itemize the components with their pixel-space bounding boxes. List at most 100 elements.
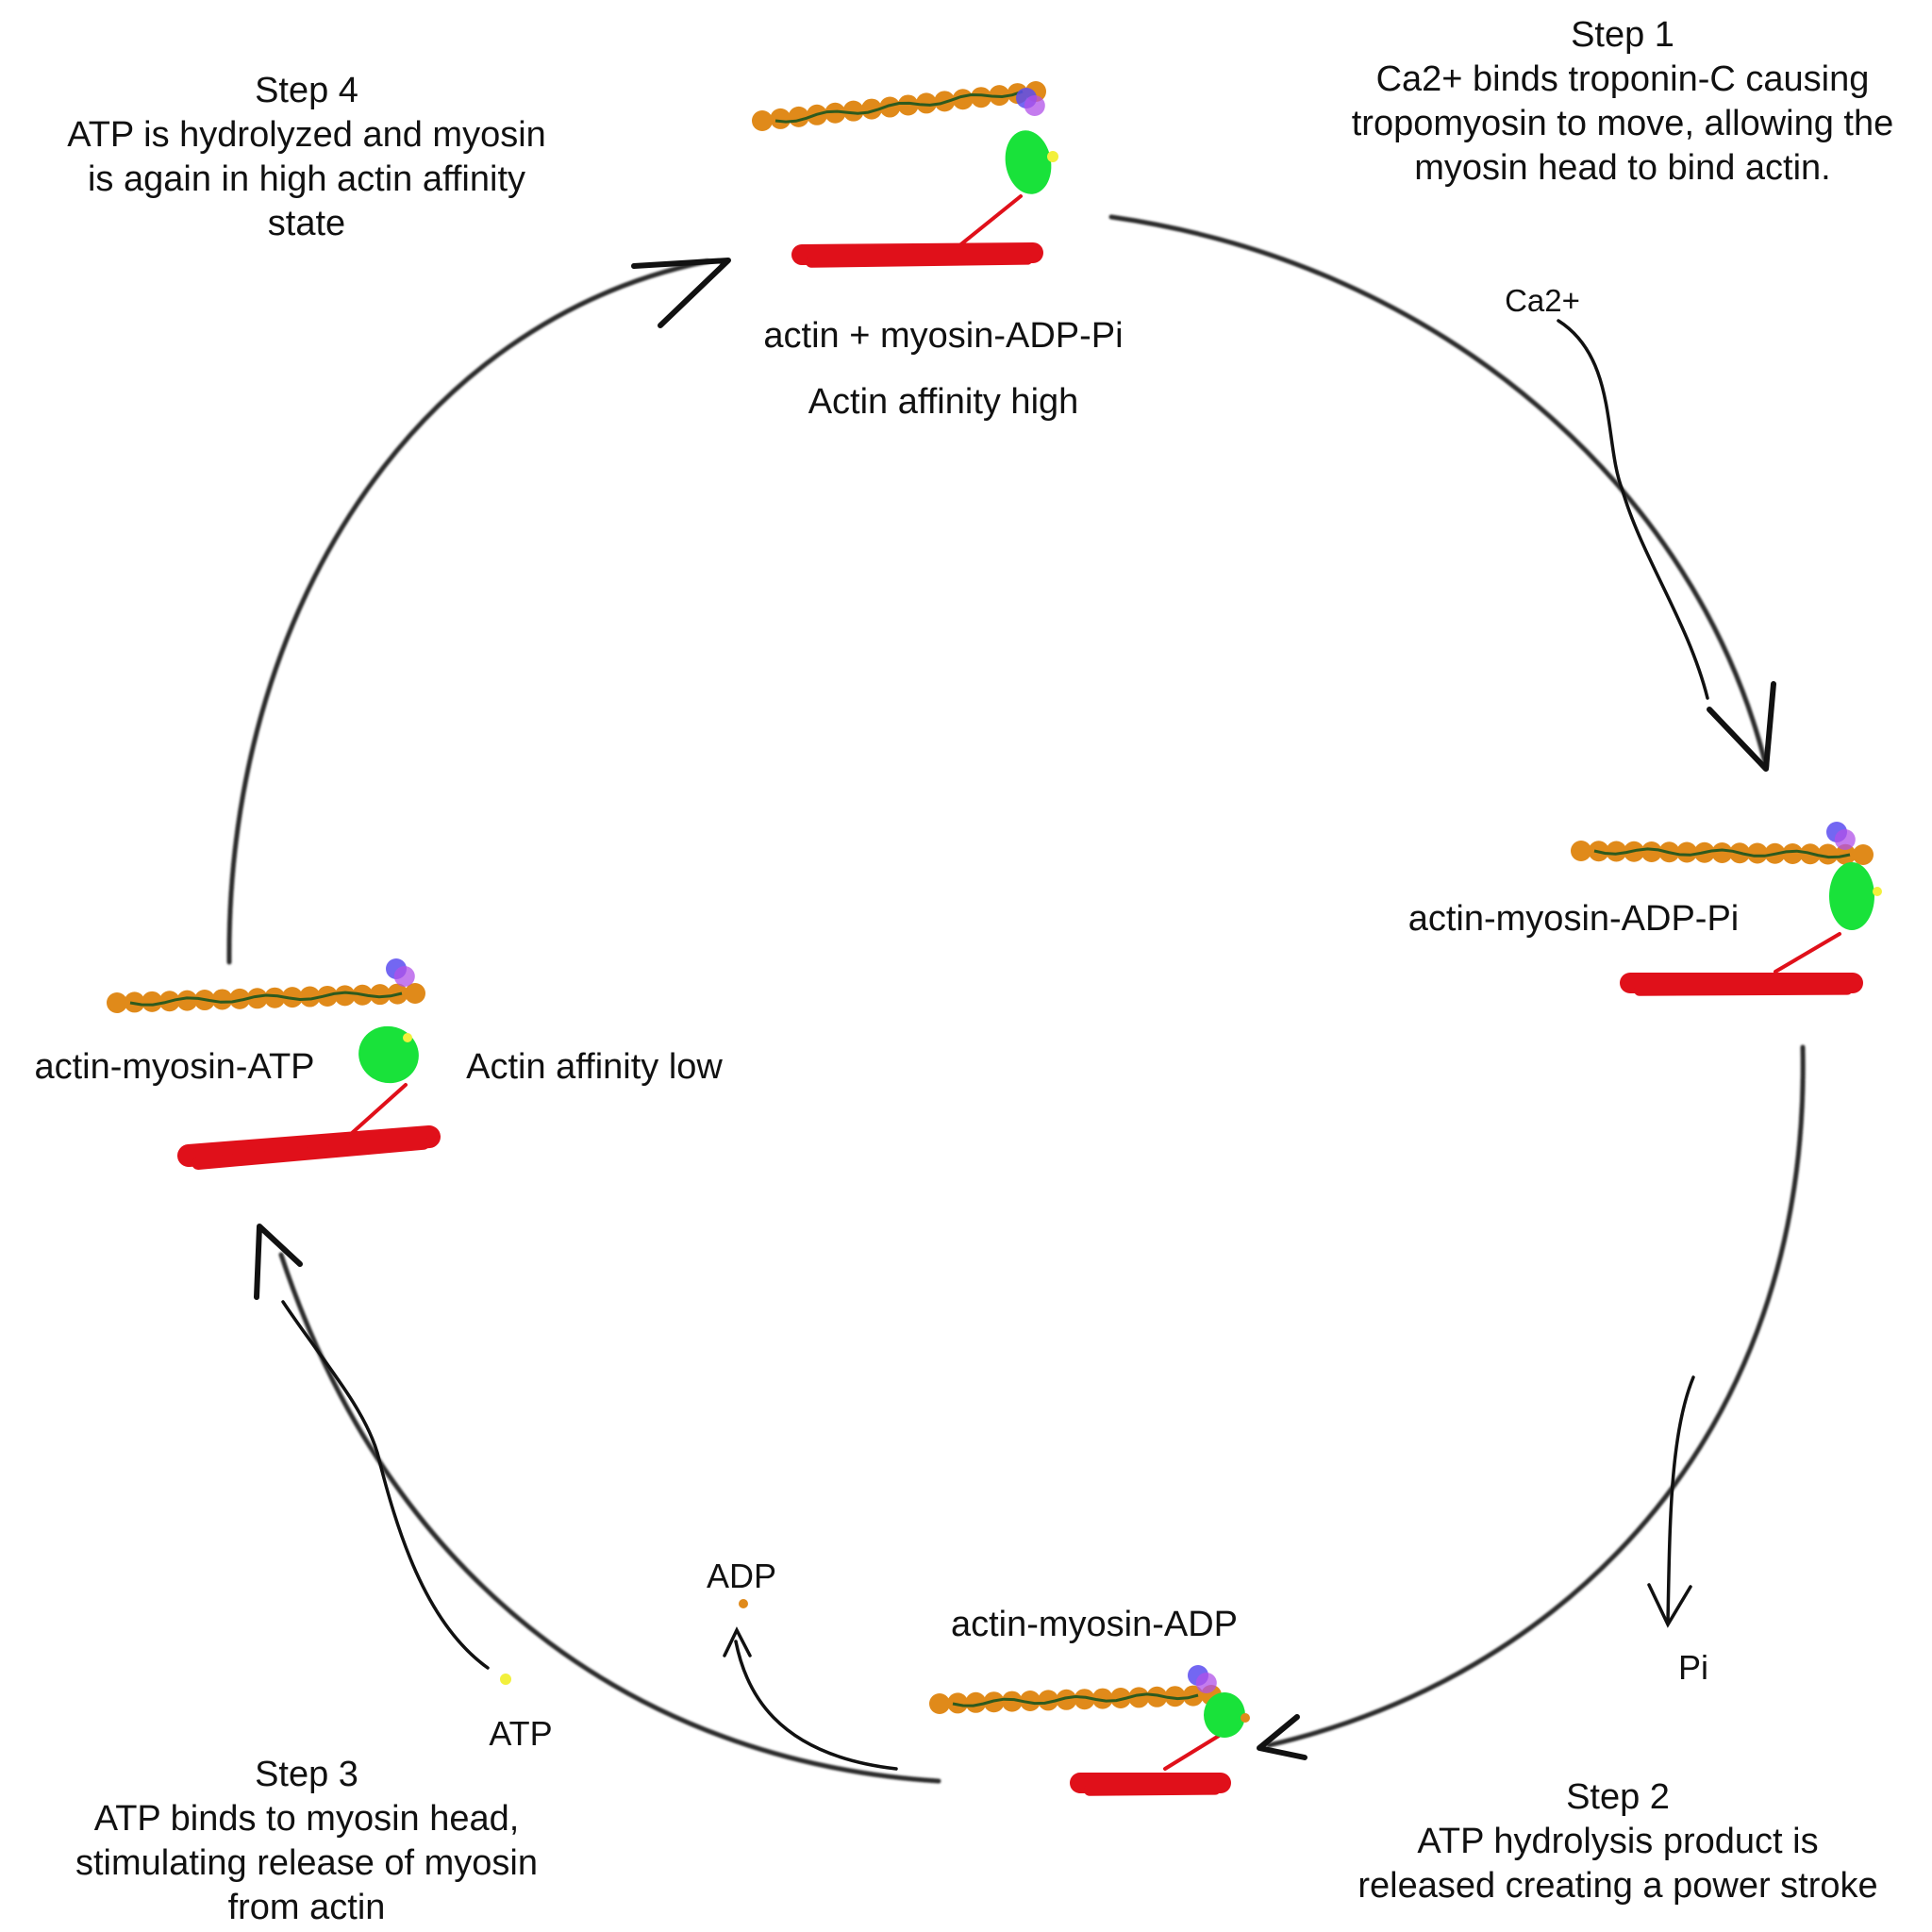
complex-bottom [929,1665,1250,1796]
myosin-head [358,1025,419,1084]
step4-title: Step 4 [255,71,358,110]
adp-outflow-arrow [734,1640,898,1771]
myosin-thick-filament [805,253,1034,268]
actin-bead [1056,1689,1077,1710]
actin-bead [770,108,791,129]
actin-bead [246,988,268,1009]
actin-bead [752,110,773,131]
myosin-neck [349,1083,408,1136]
troponin-subunit [1834,829,1856,850]
tropomyosin-strand [1593,847,1851,859]
actin-bead [1641,841,1662,862]
actin-bead [1676,841,1698,863]
myosin-neck [1163,1734,1221,1771]
pi-arrowhead-icon [1647,1583,1692,1628]
pi-outflow-arrow [1666,1375,1695,1624]
troponin-subunit [1024,95,1045,116]
tropomyosin-strand [952,1692,1199,1707]
actin-bead [1164,1686,1186,1707]
myosin-neck [1774,932,1841,974]
adp-label: ADP [706,1557,777,1595]
actin-bead [1128,1687,1150,1708]
cycle-arc-top-right [1108,214,1769,769]
step2-line: released creating a power stroke [1357,1866,1878,1906]
pi-label: Pi [1677,1648,1708,1687]
actin-bead [1782,843,1804,864]
actin-bead [1746,842,1768,864]
actin-bead [965,1691,987,1713]
state-left-label: actin-myosin-ATP [34,1047,315,1087]
actin-bead [824,102,846,124]
step4-line: is again in high actin affinity [87,159,526,199]
arrowhead-right-icon [1707,681,1776,772]
tropomyosin-strand [129,991,403,1007]
actin-bead [1038,1690,1059,1711]
complex-right [1571,822,1882,996]
step1-line: myosin head to bind actin. [1414,148,1831,188]
atp-dot [500,1674,511,1685]
actin-bead [947,1692,969,1714]
arrowhead-left-icon [254,1224,303,1300]
actin-bead [897,94,919,116]
bound-nucleotide-dot [1241,1713,1250,1723]
actin-bead [107,992,127,1013]
step3-title: Step 3 [255,1755,358,1794]
step1-line: Ca2+ binds troponin-C causing [1375,59,1870,99]
actin-bead [1606,841,1627,862]
actin-bead [1020,1690,1041,1711]
actin-bead [842,100,864,122]
actin-bead [1817,843,1839,865]
cycle-arc-bottom-right [1266,1044,1806,1748]
actin-bead [1091,1688,1113,1709]
adp-dot [739,1599,748,1608]
actin-bead [929,1693,950,1714]
troponin-subunit [393,966,415,987]
ca-label: Ca2+ [1505,283,1580,318]
tropomyosin-strand [774,90,1024,124]
state-top-affinity: Actin affinity high [808,382,1079,422]
myosin-thick-filament [1633,983,1854,996]
ca-inflow-arrow [1557,319,1709,700]
state-right-label: actin-myosin-ADP-Pi [1407,899,1740,939]
actin-bead [1571,841,1591,861]
actin-bead [211,989,233,1010]
actin-bead [142,991,163,1012]
actin-bead [1001,1690,1023,1712]
bound-nucleotide-dot [403,1033,412,1042]
actin-bead [861,98,882,120]
atp-label: ATP [489,1714,553,1753]
actin-bead [334,985,356,1007]
myosin-thick-filament [192,1137,430,1170]
actin-bead [369,984,391,1006]
step3-line: ATP binds to myosin head, [93,1799,520,1839]
actin-bead [1711,842,1733,863]
actin-bead [405,983,425,1004]
state-left-affinity: Actin affinity low [466,1047,723,1087]
step2-line: ATP hydrolysis product is [1417,1822,1819,1861]
myosin-head [1204,1692,1245,1738]
arrowhead-top-icon [631,258,731,328]
myosin-thick-filament [791,242,1043,265]
step4-line: state [267,204,346,243]
actin-bead [916,92,937,114]
complex-left [107,958,441,1170]
actin-bead [264,987,286,1008]
step1-title: Step 1 [1571,15,1674,55]
myosin-head [1829,862,1874,930]
actin-bead [1853,844,1874,865]
step3-line: from actin [227,1888,386,1927]
actin-bead [1146,1686,1168,1707]
step1-line: tropomyosin to move, allowing the [1351,104,1894,143]
step3-line: stimulating release of myosin [75,1843,538,1883]
actin-bead [971,87,991,108]
state-top-label: actin + myosin-ADP-Pi [763,316,1124,356]
state-bottom-label: actin-myosin-ADP [950,1605,1239,1644]
step2-text: Step 2 ATP hydrolysis product is release… [1330,1775,1906,1908]
step2-title: Step 2 [1566,1777,1670,1817]
bound-nucleotide-dot [1047,151,1058,162]
step4-text: Step 4 ATP is hydrolyzed and myosin is a… [28,69,585,246]
adp-arrowhead-icon [723,1626,752,1657]
myosin-thick-filament [177,1125,441,1167]
actin-bead [176,990,198,1011]
